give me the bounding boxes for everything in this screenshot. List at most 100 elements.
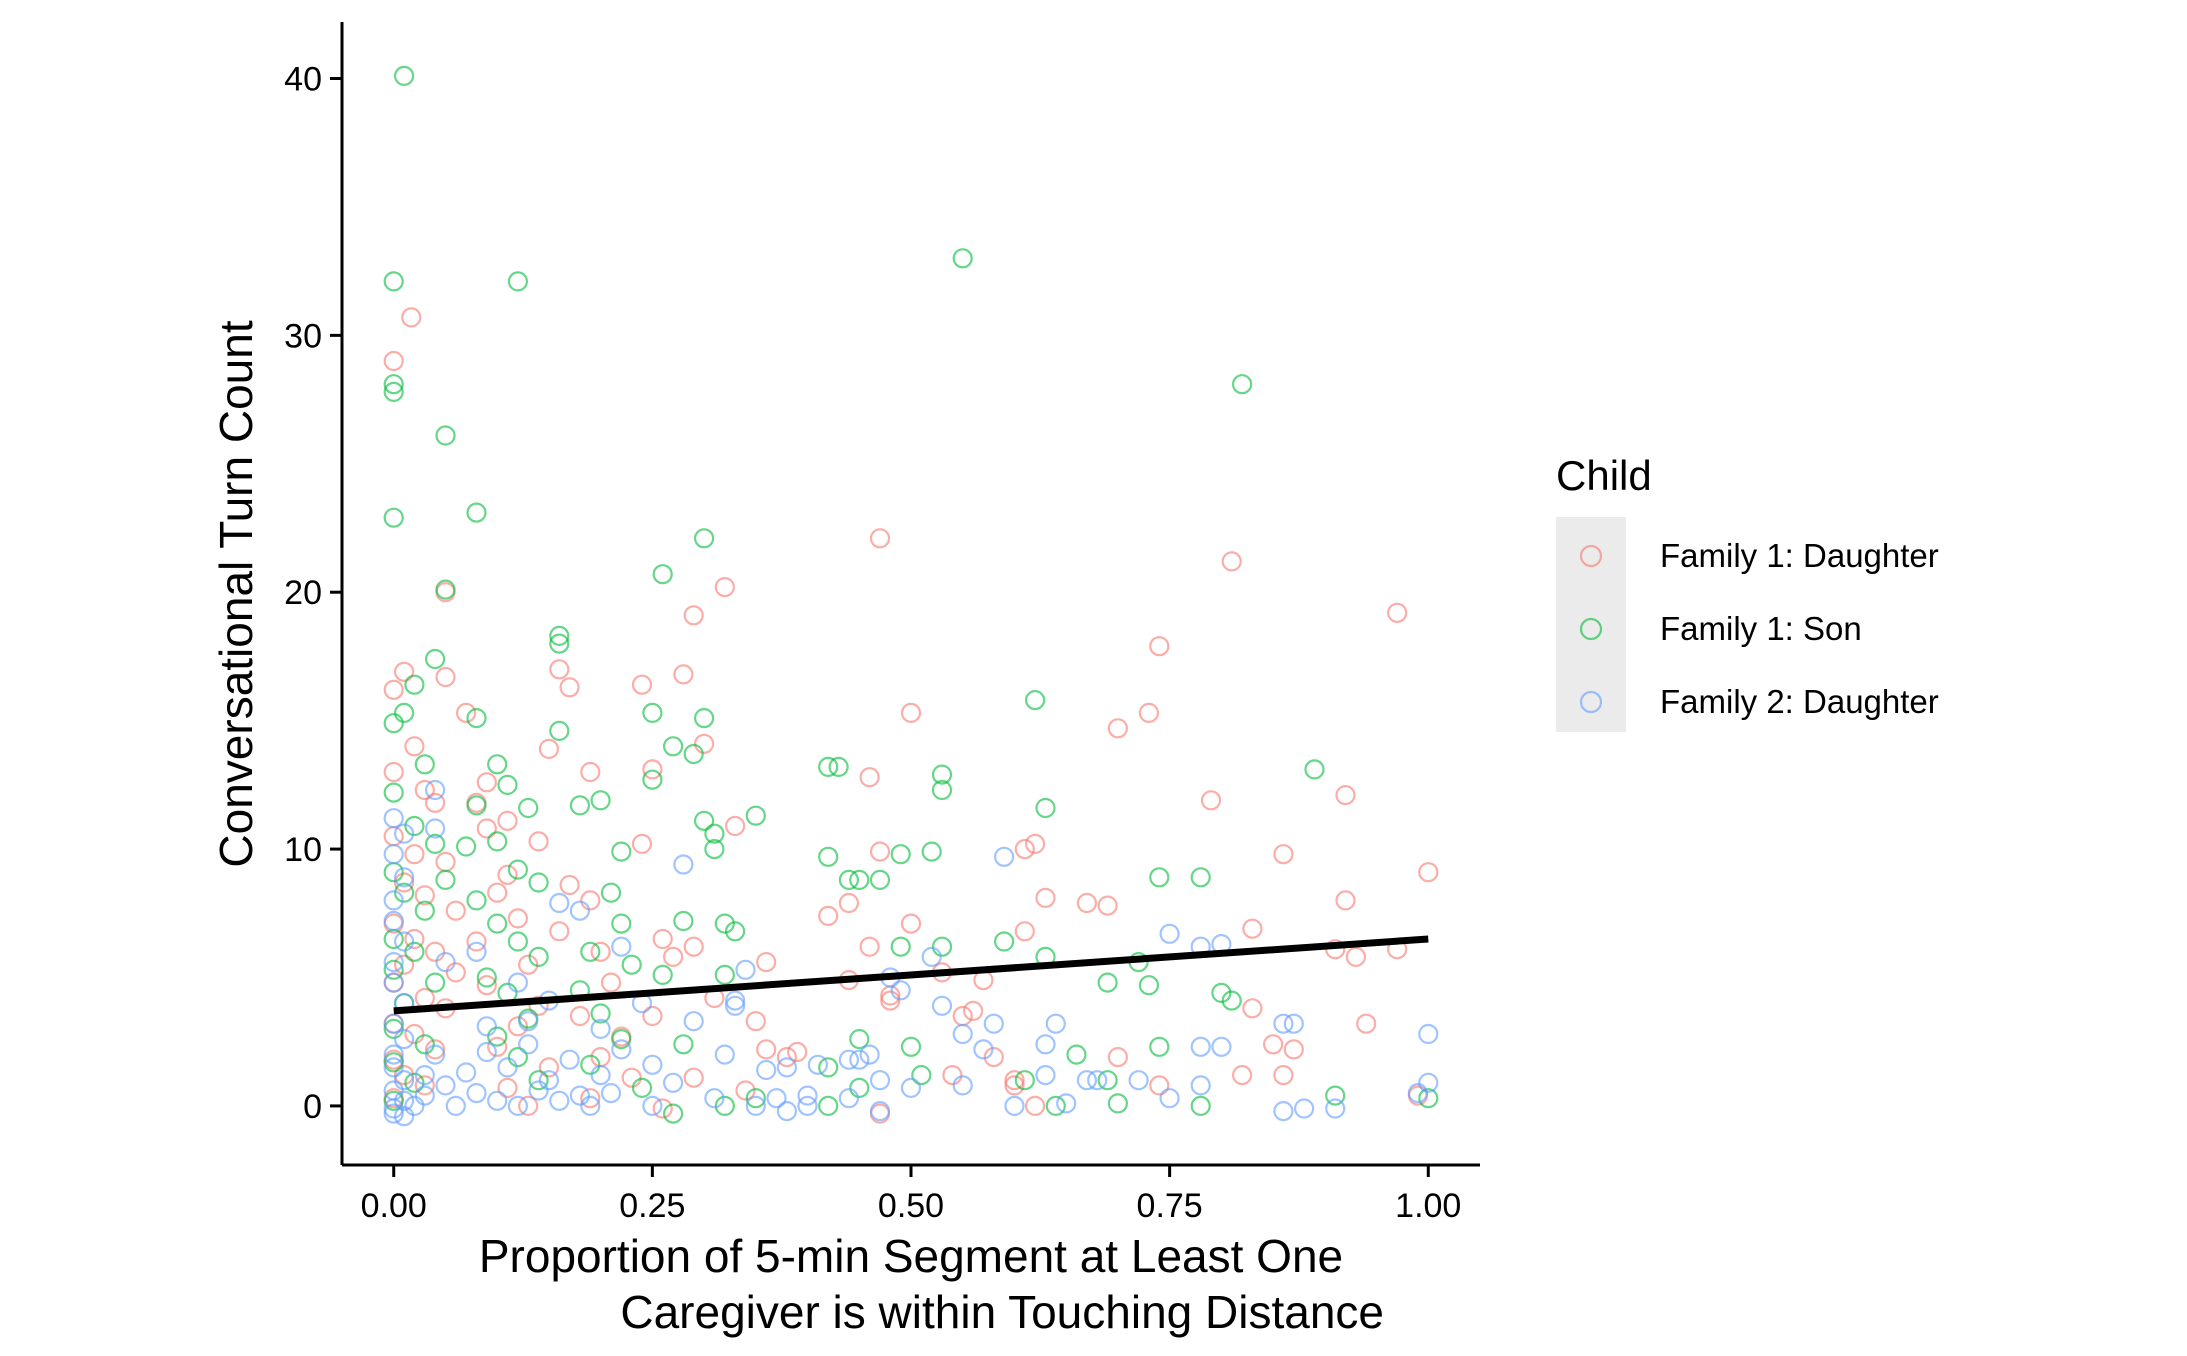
- data-point: [735, 1080, 756, 1101]
- data-point: [890, 844, 911, 865]
- data-point: [456, 836, 477, 857]
- data-point: [528, 1080, 549, 1101]
- data-point: [383, 713, 404, 734]
- data-point: [983, 1013, 1004, 1034]
- data-point: [642, 1054, 663, 1075]
- data-point: [528, 1070, 549, 1091]
- data-point: [1231, 1064, 1253, 1086]
- data-point: [487, 1026, 508, 1047]
- data-point: [1149, 867, 1170, 888]
- data-point: [394, 882, 415, 903]
- data-point: [993, 931, 1015, 952]
- data-point: [683, 743, 704, 765]
- y-tick-label: 30: [284, 317, 322, 355]
- data-point: [1014, 1070, 1035, 1091]
- data-point: [383, 844, 404, 865]
- data-point: [528, 831, 549, 852]
- data-point: [745, 1011, 766, 1032]
- data-point: [466, 1082, 487, 1104]
- data-point: [383, 1013, 404, 1034]
- data-point: [683, 1067, 704, 1088]
- data-point: [1097, 895, 1118, 916]
- data-point: [869, 869, 891, 891]
- data-point: [425, 648, 446, 670]
- data-point: [714, 964, 735, 986]
- data-point: [383, 890, 404, 911]
- data-point: [487, 913, 508, 934]
- data-point: [921, 841, 942, 862]
- data-point: [414, 885, 435, 906]
- data-point: [911, 1064, 932, 1086]
- data-point: [921, 946, 942, 968]
- data-point: [1004, 1075, 1025, 1096]
- data-point: [1035, 1034, 1056, 1055]
- data-point: [497, 774, 518, 796]
- data-point: [652, 928, 673, 950]
- data-point: [466, 795, 487, 816]
- data-point: [435, 869, 456, 891]
- data-point: [394, 1064, 415, 1086]
- data-point: [497, 810, 518, 831]
- data-point: [590, 1003, 611, 1024]
- data-point: [466, 707, 487, 729]
- data-point: [518, 797, 539, 819]
- data-point: [900, 1036, 922, 1057]
- data-point: [414, 1064, 435, 1086]
- data-point: [476, 975, 497, 996]
- data-point: [900, 913, 922, 934]
- data-point: [404, 941, 425, 962]
- data-point: [549, 659, 570, 680]
- data-point: [383, 1098, 404, 1119]
- legend-key-circle: [1579, 690, 1603, 714]
- data-point: [1149, 1036, 1170, 1057]
- data-point: [621, 954, 642, 975]
- data-point: [528, 946, 549, 968]
- data-point: [1221, 551, 1242, 572]
- data-point: [849, 1049, 870, 1070]
- data-point: [404, 1095, 425, 1117]
- data-point: [1014, 921, 1035, 942]
- data-point: [1149, 1075, 1170, 1096]
- data-point: [1024, 833, 1046, 855]
- data-point: [1242, 918, 1263, 939]
- data-point: [580, 890, 601, 911]
- data-point: [383, 350, 404, 372]
- data-point: [611, 913, 632, 934]
- data-point: [859, 1044, 880, 1065]
- data-point: [859, 767, 880, 788]
- data-point: [880, 990, 901, 1011]
- data-point: [559, 874, 580, 896]
- data-point: [900, 702, 922, 724]
- data-point: [818, 1095, 839, 1117]
- data-point: [507, 931, 529, 952]
- data-point: [414, 754, 435, 775]
- data-point: [1024, 689, 1046, 711]
- data-point: [1076, 892, 1098, 914]
- data-point: [693, 707, 715, 729]
- data-point: [642, 759, 663, 780]
- data-point: [466, 502, 487, 523]
- data-point: [1014, 838, 1035, 860]
- data-point: [724, 995, 746, 1016]
- data-point: [580, 1054, 601, 1075]
- data-point: [487, 831, 508, 852]
- data-point: [383, 862, 404, 883]
- data-point: [456, 1062, 477, 1083]
- data-point: [487, 754, 508, 775]
- data-point: [673, 664, 694, 685]
- data-point: [611, 1039, 632, 1060]
- data-point: [704, 838, 725, 860]
- data-point: [590, 1018, 611, 1040]
- data-point: [1056, 1093, 1077, 1114]
- data-point: [435, 951, 456, 973]
- data-point: [497, 864, 518, 885]
- data-point: [1097, 1070, 1118, 1091]
- data-point: [983, 1046, 1004, 1068]
- data-point: [621, 1067, 642, 1088]
- data-point: [1418, 862, 1439, 883]
- data-point: [869, 841, 891, 862]
- data-point: [600, 882, 622, 903]
- data-point: [528, 995, 549, 1016]
- data-point: [1407, 1082, 1429, 1104]
